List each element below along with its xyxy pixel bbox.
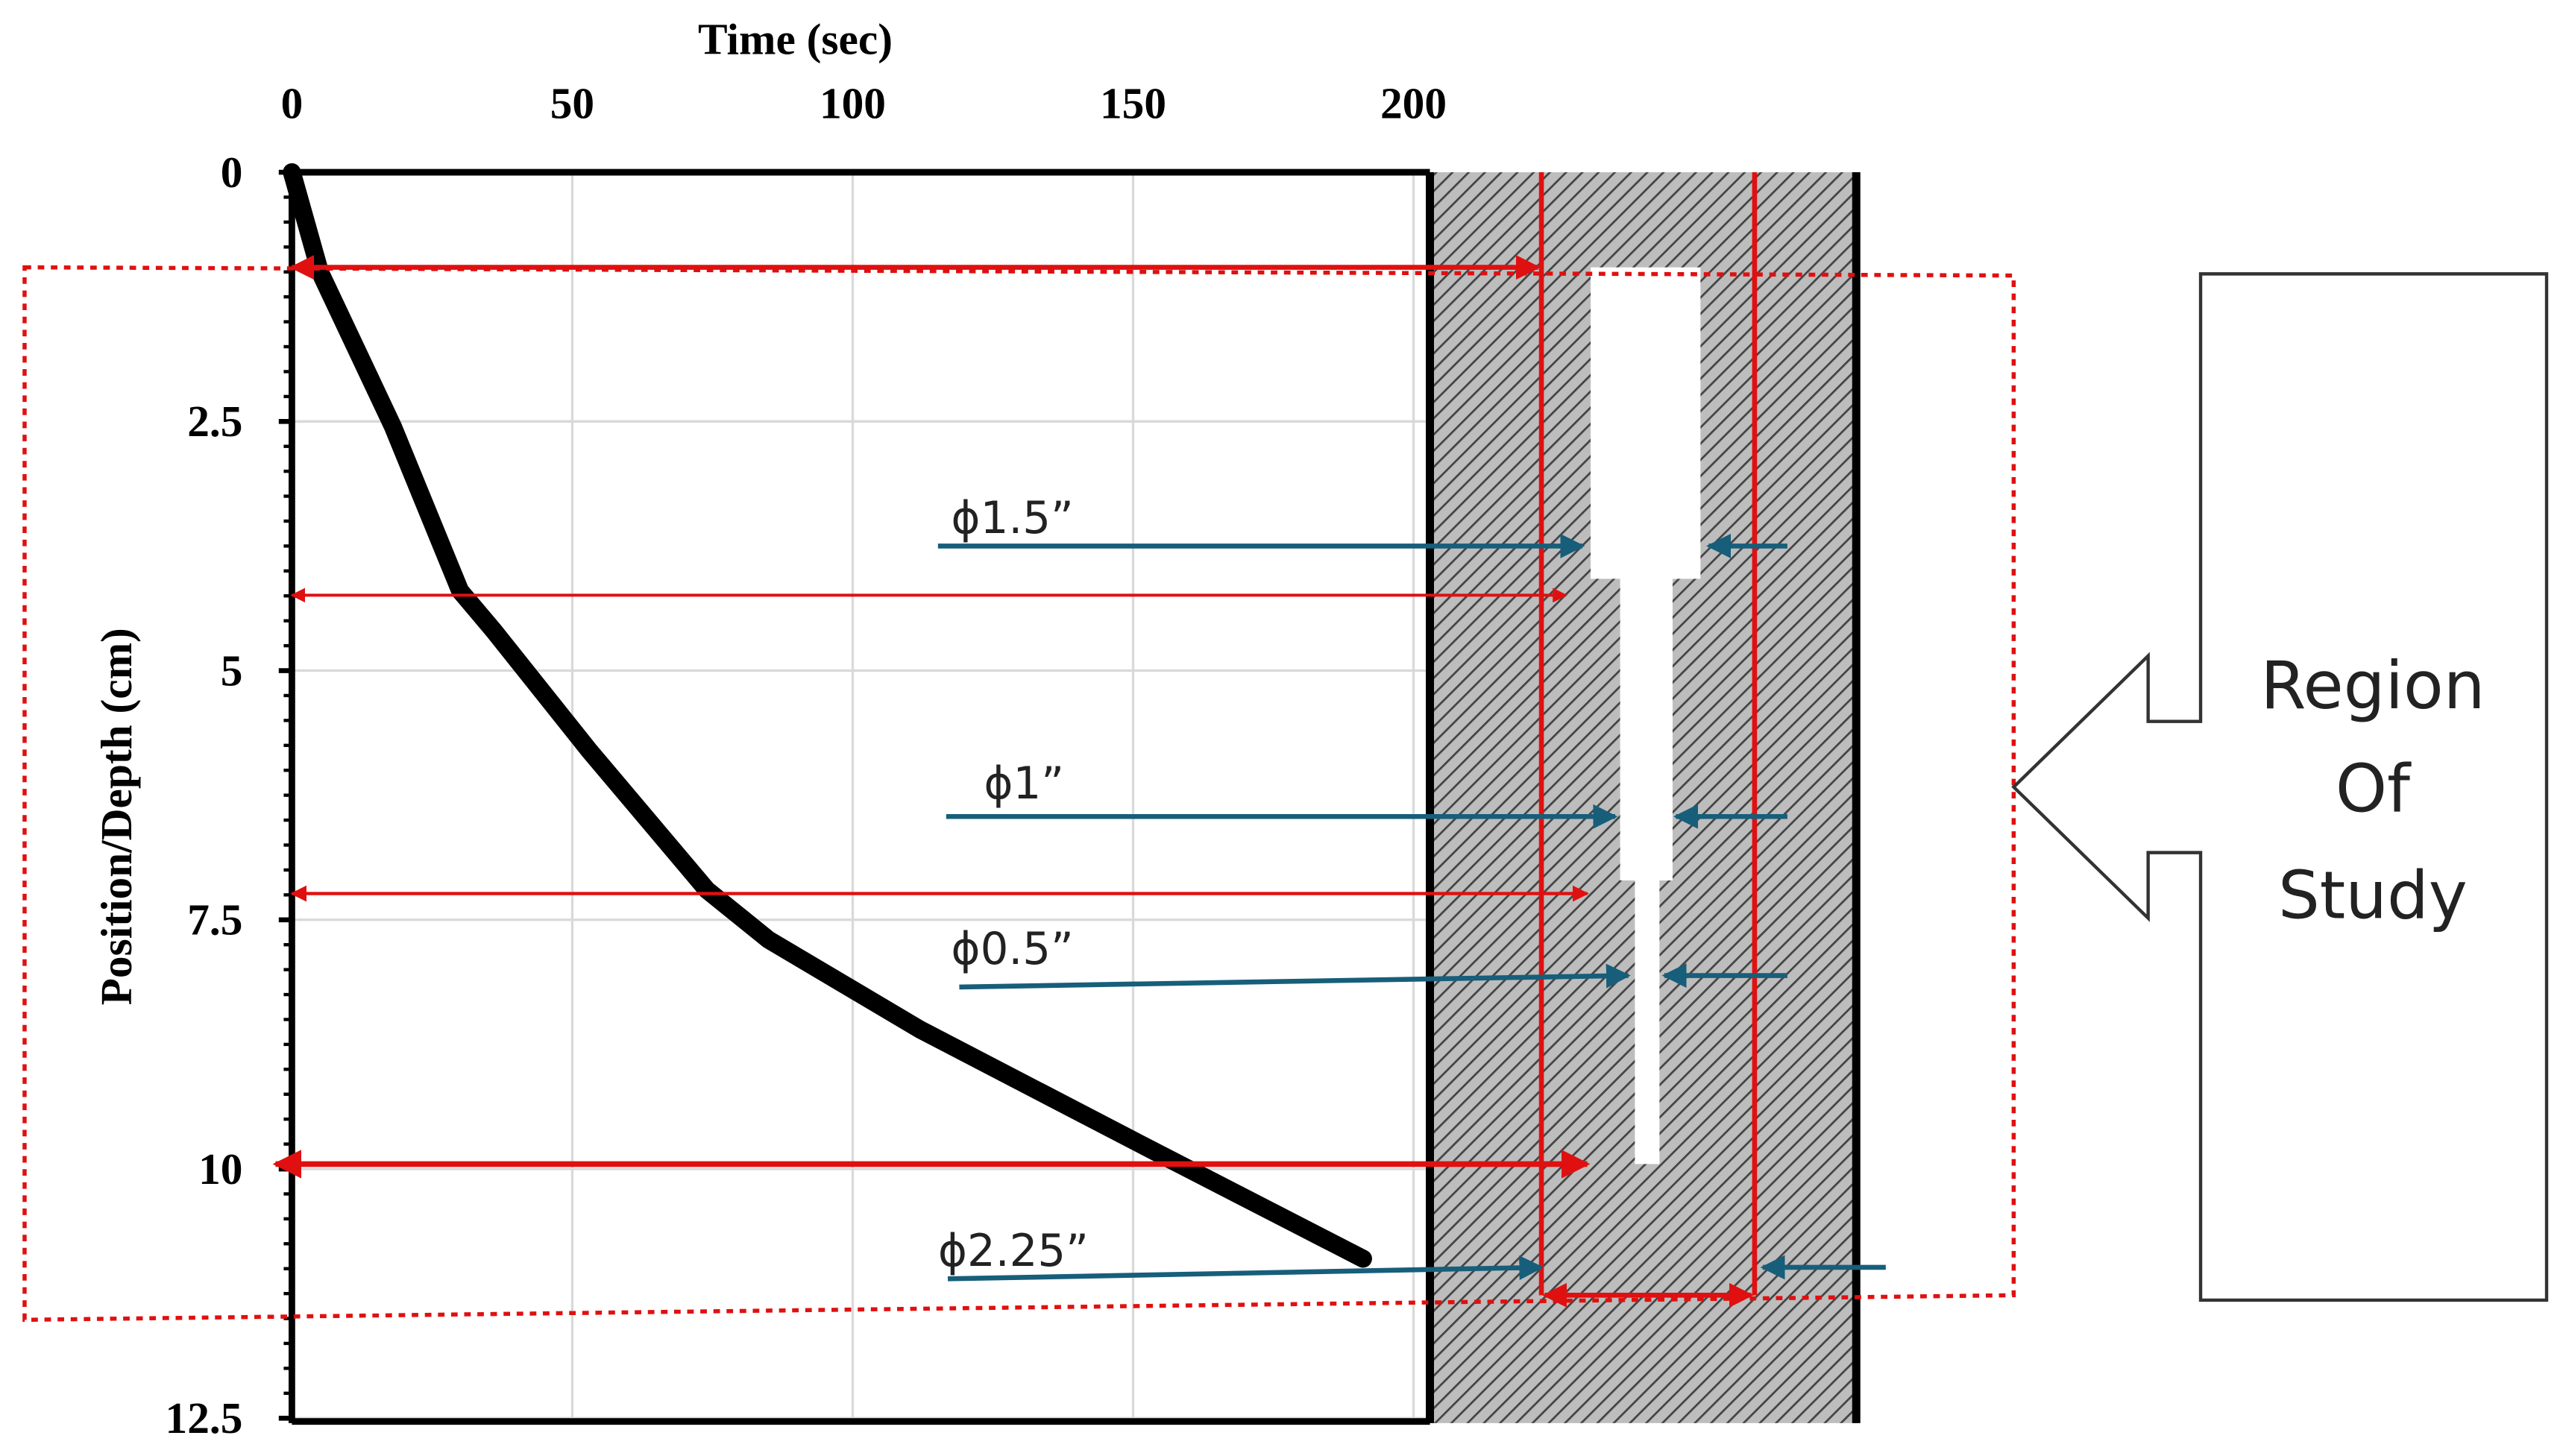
mold-diagram <box>1426 172 1861 1423</box>
y-tick-label: 5 <box>221 646 243 695</box>
y-axis-title: Position/Depth (cm) <box>92 628 141 1005</box>
series-line <box>283 163 1372 1268</box>
x-tick-label: 100 <box>820 78 886 127</box>
annotation: ϕ2.25” <box>938 1226 1089 1277</box>
x-tick-label: 0 <box>281 78 304 127</box>
annotation: ϕ0.5” <box>951 924 1073 975</box>
x-tick-label: 200 <box>1380 78 1447 127</box>
blue-arrow <box>959 963 1631 990</box>
x-tick-label: 50 <box>550 78 594 127</box>
y-tick-label: 2.5 <box>187 397 242 446</box>
y-tick-label: 0 <box>221 148 243 197</box>
blue-arrow <box>947 1255 1544 1282</box>
y-tick-label: 7.5 <box>187 895 242 945</box>
mold-cavity <box>1591 267 1701 1165</box>
x-tick-label: 150 <box>1100 78 1166 127</box>
callout-text: Of <box>2336 751 2412 828</box>
callout-text: Region <box>2260 647 2485 724</box>
plot: 0 2.5 5 7.5 10 12.5 0 50 100 150 200 <box>166 78 1447 1443</box>
annotation: ϕ1” <box>984 758 1064 810</box>
y-tick-label: 10 <box>198 1144 242 1194</box>
callout-arrow <box>2011 272 2549 1302</box>
annotation: ϕ1.5” <box>951 493 1073 544</box>
y-tick-label: 12.5 <box>166 1393 243 1443</box>
x-axis-title: Time (sec) <box>698 15 893 64</box>
callout-text: Study <box>2278 857 2468 934</box>
